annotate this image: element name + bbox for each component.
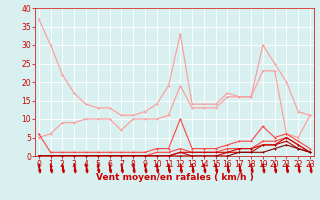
X-axis label: Vent moyen/en rafales ( km/h ): Vent moyen/en rafales ( km/h ): [96, 173, 253, 182]
